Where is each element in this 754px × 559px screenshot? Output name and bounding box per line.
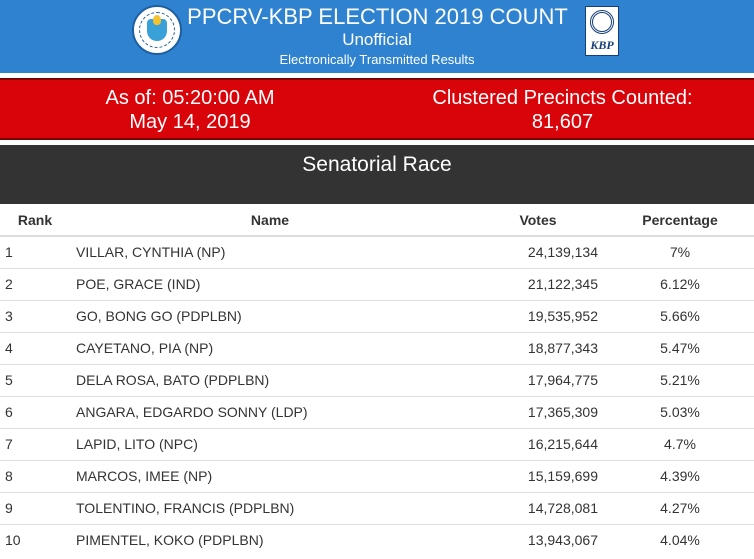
results-table: Rank Name Votes Percentage 1 VILLAR, CYN… [0,204,754,556]
cell-votes: 18,877,343 [470,331,606,364]
precincts-label: Clustered Precincts Counted: [432,87,693,109]
cell-rank: 6 [0,395,70,428]
table-row: 1 VILLAR, CYNTHIA (NP) 24,139,134 7% [0,235,754,268]
cell-name: GO, BONG GO (PDPLBN) [70,299,470,332]
table-row: 6 ANGARA, EDGARDO SONNY (LDP) 17,365,309… [0,395,754,428]
page-title: PPCRV-KBP ELECTION 2019 COUNT [187,4,568,29]
header-banner: PPCRV-KBP ELECTION 2019 COUNT Unofficial… [0,0,754,73]
cell-rank: 4 [0,331,70,364]
cell-name: TOLENTINO, FRANCIS (PDPLBN) [70,491,470,524]
section-header: Senatorial Race [0,145,754,204]
cell-percentage: 4.27% [606,491,754,524]
header-rank[interactable]: Rank [0,204,70,237]
precincts-value: 81,607 [531,111,594,133]
kbp-logo-text: KBP [590,38,614,52]
page-subtitle: Unofficial [342,30,412,49]
cell-votes: 24,139,134 [470,235,606,268]
cell-percentage: 5.21% [606,363,754,396]
status-banner: As of: 05:20:00 AM May 14, 2019 Clustere… [0,78,754,140]
header-votes[interactable]: Votes [470,204,606,237]
kbp-logo-icon: KBP [585,6,619,56]
cell-rank: 3 [0,299,70,332]
table-row: 3 GO, BONG GO (PDPLBN) 19,535,952 5.66% [0,299,754,332]
cell-votes: 16,215,644 [470,427,606,460]
table-row: 8 MARCOS, IMEE (NP) 15,159,699 4.39% [0,459,754,492]
cell-rank: 2 [0,267,70,300]
cell-percentage: 5.03% [606,395,754,428]
cell-name: POE, GRACE (IND) [70,267,470,300]
table-row: 2 POE, GRACE (IND) 21,122,345 6.12% [0,267,754,300]
table-row: 9 TOLENTINO, FRANCIS (PDPLBN) 14,728,081… [0,491,754,524]
ppcrv-seal-icon [132,5,182,55]
cell-votes: 17,964,775 [470,363,606,396]
cell-votes: 15,159,699 [470,459,606,492]
cell-rank: 7 [0,427,70,460]
precincts-block: Clustered Precincts Counted: 81,607 [405,86,720,134]
cell-name: VILLAR, CYNTHIA (NP) [70,235,470,268]
cell-votes: 17,365,309 [470,395,606,428]
section-title: Senatorial Race [302,153,452,176]
cell-percentage: 7% [606,235,754,268]
as-of-date: May 14, 2019 [129,111,251,133]
cell-percentage: 4.39% [606,459,754,492]
cell-name: LAPID, LITO (NPC) [70,427,470,460]
cell-rank: 10 [0,523,70,556]
as-of-block: As of: 05:20:00 AM May 14, 2019 [65,86,315,134]
cell-name: DELA ROSA, BATO (PDPLBN) [70,363,470,396]
cell-votes: 19,535,952 [470,299,606,332]
cell-rank: 9 [0,491,70,524]
cell-percentage: 5.47% [606,331,754,364]
cell-percentage: 4.7% [606,427,754,460]
header-percentage[interactable]: Percentage [606,204,754,237]
page-subtitle-secondary: Electronically Transmitted Results [279,52,475,67]
as-of-time: As of: 05:20:00 AM [105,87,275,109]
cell-votes: 13,943,067 [470,523,606,556]
cell-rank: 1 [0,235,70,268]
cell-name: PIMENTEL, KOKO (PDPLBN) [70,523,470,556]
cell-percentage: 5.66% [606,299,754,332]
cell-name: ANGARA, EDGARDO SONNY (LDP) [70,395,470,428]
table-row: 5 DELA ROSA, BATO (PDPLBN) 17,964,775 5.… [0,363,754,396]
cell-name: MARCOS, IMEE (NP) [70,459,470,492]
table-row: 7 LAPID, LITO (NPC) 16,215,644 4.7% [0,427,754,460]
cell-rank: 5 [0,363,70,396]
cell-percentage: 6.12% [606,267,754,300]
table-row: 10 PIMENTEL, KOKO (PDPLBN) 13,943,067 4.… [0,523,754,556]
cell-votes: 21,122,345 [470,267,606,300]
cell-percentage: 4.04% [606,523,754,556]
cell-votes: 14,728,081 [470,491,606,524]
cell-name: CAYETANO, PIA (NP) [70,331,470,364]
cell-rank: 8 [0,459,70,492]
header-name[interactable]: Name [70,204,470,237]
table-header-row: Rank Name Votes Percentage [0,204,754,237]
table-row: 4 CAYETANO, PIA (NP) 18,877,343 5.47% [0,331,754,364]
